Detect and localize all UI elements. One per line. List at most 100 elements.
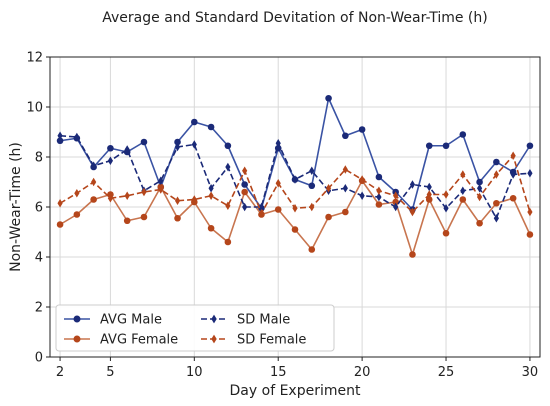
- data-point: [509, 194, 517, 202]
- data-point: [325, 184, 332, 193]
- data-point: [57, 131, 63, 140]
- data-point: [459, 131, 467, 138]
- data-point: [325, 213, 332, 221]
- data-point: [309, 166, 315, 175]
- data-point: [74, 189, 80, 198]
- data-point: [207, 123, 215, 131]
- y-tick-label: 12: [26, 51, 43, 66]
- data-point: [258, 209, 265, 218]
- data-point: [459, 196, 467, 203]
- data-point: [107, 156, 114, 165]
- data-point: [208, 184, 214, 193]
- data-point: [107, 144, 114, 152]
- legend-label: AVG Male: [100, 313, 162, 328]
- series-1: [56, 177, 534, 258]
- data-point: [493, 170, 499, 179]
- x-tick-label: 15: [270, 365, 287, 380]
- y-tick-label: 10: [26, 101, 43, 116]
- legend-marker: [211, 314, 217, 324]
- data-point: [342, 132, 349, 140]
- data-point: [376, 186, 382, 195]
- data-point: [224, 142, 232, 150]
- data-point: [274, 206, 282, 213]
- legend: AVG Male AVG Female SD Male SD Female: [55, 304, 335, 352]
- y-tick-label: 6: [35, 201, 43, 216]
- y-tick-label: 8: [35, 151, 43, 166]
- data-point: [443, 190, 449, 199]
- legend-label: SD Male: [237, 313, 290, 328]
- data-point: [527, 207, 533, 217]
- x-tick-label: 2: [56, 365, 64, 380]
- series-layer: [56, 94, 534, 258]
- legend-label: SD Female: [237, 333, 306, 348]
- data-point: [292, 175, 298, 184]
- data-point: [158, 176, 164, 185]
- data-point: [443, 204, 449, 213]
- data-point: [174, 214, 181, 222]
- data-point: [442, 229, 450, 237]
- data-point: [191, 140, 197, 149]
- data-point: [241, 181, 248, 188]
- chart-title: Average and Standard Devitation of Non-W…: [102, 10, 487, 26]
- data-point: [208, 191, 214, 200]
- data-point: [141, 187, 147, 197]
- data-point: [527, 169, 533, 178]
- data-point: [426, 190, 432, 199]
- data-point: [107, 194, 114, 203]
- data-point: [526, 142, 534, 150]
- legend-item: AVG Female: [64, 333, 178, 348]
- data-point: [425, 142, 433, 150]
- data-point: [174, 196, 181, 205]
- data-point: [493, 214, 499, 223]
- data-point: [292, 204, 298, 213]
- data-point: [225, 162, 231, 172]
- data-point: [460, 186, 466, 195]
- data-point: [325, 94, 332, 102]
- data-point: [91, 177, 97, 187]
- data-point: [225, 201, 231, 210]
- legend-item: AVG Male: [64, 313, 162, 328]
- y-tick-label: 4: [35, 251, 43, 266]
- data-point: [191, 118, 198, 126]
- data-point: [56, 221, 64, 228]
- data-point: [409, 207, 416, 217]
- data-point: [275, 179, 281, 188]
- data-point: [56, 137, 64, 145]
- data-point: [409, 180, 416, 189]
- data-point: [510, 170, 516, 179]
- series-2: [57, 131, 533, 223]
- data-point: [476, 178, 483, 186]
- data-point: [140, 213, 148, 221]
- data-point: [342, 184, 348, 193]
- data-point: [275, 139, 281, 148]
- data-point: [258, 202, 265, 212]
- data-point: [91, 161, 97, 170]
- data-point: [73, 211, 81, 218]
- data-point: [308, 182, 316, 190]
- x-tick-label: 10: [186, 365, 203, 380]
- data-point: [393, 202, 399, 212]
- data-point: [57, 199, 63, 208]
- data-point: [242, 166, 248, 175]
- data-point: [241, 188, 248, 196]
- data-point: [191, 195, 197, 204]
- data-point: [392, 198, 399, 206]
- data-point: [124, 191, 130, 200]
- x-tick-label: 25: [438, 365, 455, 380]
- data-point: [376, 192, 382, 202]
- data-point: [358, 126, 366, 133]
- data-point: [425, 196, 433, 203]
- x-axis-label: Day of Experiment: [230, 383, 361, 399]
- data-point: [124, 145, 130, 154]
- x-tick-label: 30: [522, 365, 539, 380]
- data-point: [309, 202, 315, 212]
- y-tick-label: 2: [35, 301, 43, 316]
- series-line: [59, 97, 531, 211]
- data-point: [476, 219, 483, 227]
- data-point: [510, 151, 516, 160]
- legend-item: SD Male: [201, 313, 290, 328]
- data-point: [174, 138, 181, 146]
- data-point: [308, 246, 316, 253]
- data-point: [493, 158, 500, 166]
